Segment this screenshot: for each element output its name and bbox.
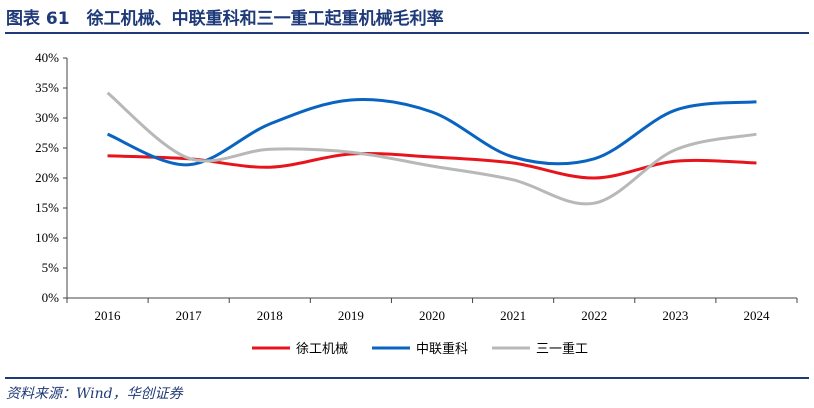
y-tick-label: 5% [42, 260, 60, 275]
x-tick-label: 2023 [662, 308, 688, 323]
x-tick-label: 2020 [419, 308, 445, 323]
x-tick-label: 2018 [257, 308, 283, 323]
y-tick-label: 10% [35, 230, 59, 245]
figure-title: 图表 61 徐工机械、中联重科和三一重工起重机械毛利率 [6, 9, 444, 29]
x-tick-label: 2017 [176, 308, 203, 323]
series-line-3 [106, 91, 757, 206]
source-note: 资料来源：Wind，华创证券 [6, 386, 183, 402]
y-tick-label: 0% [42, 290, 60, 305]
x-tick-label: 2019 [338, 308, 364, 323]
y-tick-label: 30% [35, 110, 59, 125]
y-tick-label: 25% [35, 140, 59, 155]
title-rule [5, 32, 809, 34]
x-tick-label: 2016 [95, 308, 122, 323]
legend-label: 中联重科 [416, 341, 468, 356]
x-tick-label: 2021 [500, 308, 526, 323]
y-tick-label: 20% [35, 170, 59, 185]
y-tick-label: 40% [35, 50, 59, 65]
x-tick-label: 2024 [743, 308, 770, 323]
source-rule [5, 377, 809, 379]
legend-label: 三一重工 [536, 341, 588, 356]
legend-label: 徐工机械 [296, 341, 348, 356]
x-tick-label: 2022 [581, 308, 607, 323]
y-tick-label: 35% [35, 80, 59, 95]
y-tick-label: 15% [35, 200, 59, 215]
series-line-2 [106, 98, 757, 167]
